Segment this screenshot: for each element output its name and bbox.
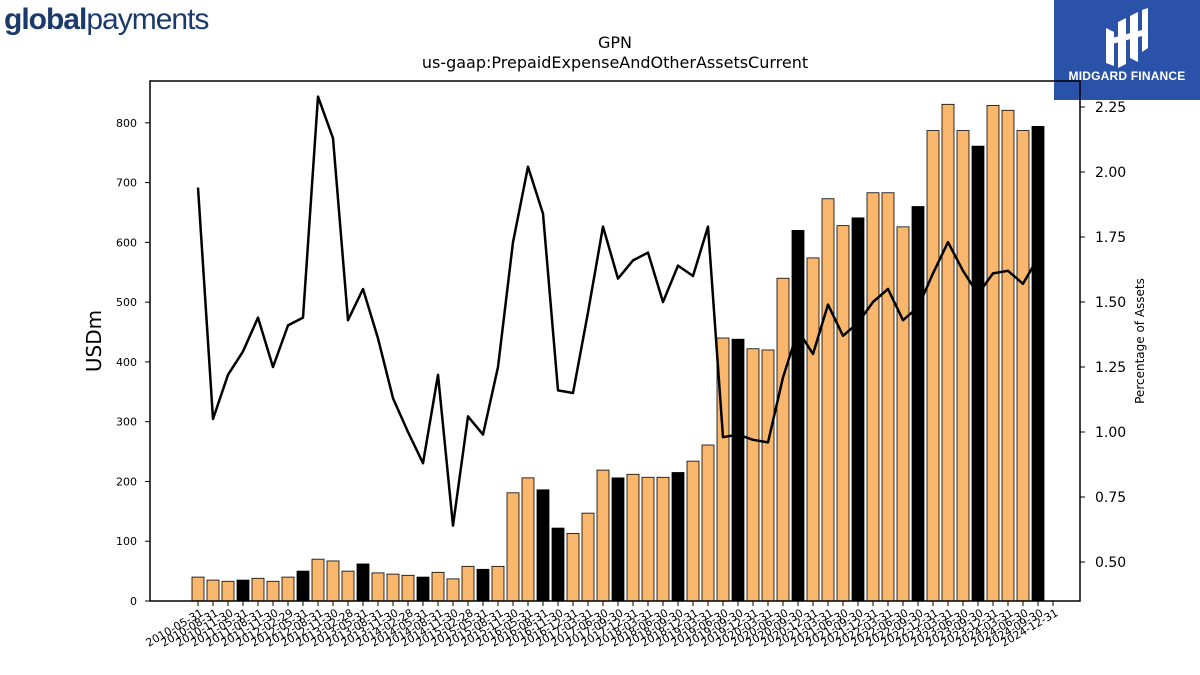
y-tick-label-200: 200 (116, 475, 137, 488)
pct-line-series (196, 95, 1040, 527)
y2-tick-label-1.50: 1.50 (1095, 295, 1126, 311)
bar-2023-12-31 (986, 105, 1000, 602)
bar-2014-08-31 (431, 571, 445, 602)
bar-2020-09-30 (791, 230, 805, 602)
bar-2018-09-30 (671, 472, 685, 602)
bar-2022-06-30 (896, 226, 910, 602)
bar-2015-08-31 (491, 565, 505, 602)
bar-2024-06-30 (1016, 130, 1030, 602)
bar-2011-11-30 (266, 580, 280, 602)
bar-2015-02-28 (461, 565, 475, 602)
bar-2013-05-31 (356, 563, 370, 602)
bar-2021-03-31 (821, 198, 835, 602)
y-tick-label-100: 100 (116, 535, 137, 548)
bar-2012-11-30 (326, 560, 340, 602)
y2-axis-label: Percentage of Assets (1133, 278, 1147, 404)
bar-2023-06-30 (956, 130, 970, 602)
bar-2024-09-30 (1031, 126, 1045, 602)
y2-tick-label-0.75: 0.75 (1095, 490, 1126, 506)
bar-2015-11-30 (506, 492, 520, 602)
bar-2021-12-31 (866, 192, 880, 602)
bar-2015-05-31 (476, 568, 490, 602)
bar-2011-08-31 (251, 577, 265, 602)
y-tick-label-300: 300 (116, 416, 137, 429)
y-tick-label-800: 800 (116, 117, 137, 130)
bar-2016-11-30 (551, 527, 565, 602)
bar-2012-02-29 (281, 576, 295, 602)
bar-2020-06-30 (776, 277, 790, 602)
y-tick-label-400: 400 (116, 356, 137, 369)
bar-2020-03-31 (761, 349, 775, 602)
y-tick-label-700: 700 (116, 177, 137, 190)
bar-2023-03-31 (941, 103, 955, 602)
bar-2016-12-31 (566, 533, 580, 602)
y-tick-label-500: 500 (116, 296, 137, 309)
bar-2017-03-31 (581, 512, 595, 602)
y-axis-left: 0 100 200 300 400 500 600 700 800 (116, 117, 150, 608)
y-tick-label-600: 600 (116, 236, 137, 249)
bar-2014-05-31 (416, 576, 430, 602)
midgard-logo-text: MIDGARD FINANCE (1068, 69, 1186, 83)
bar-2017-09-30 (611, 477, 625, 602)
y2-tick-label-2.00: 2.00 (1095, 165, 1126, 181)
y2-tick-label-0.50: 0.50 (1095, 555, 1126, 571)
bar-2022-12-31 (926, 130, 940, 602)
bar-2017-12-31 (626, 473, 640, 602)
bar-2021-09-30 (851, 217, 865, 602)
bar-2018-06-30 (656, 476, 670, 602)
bar-2019-03-31 (701, 444, 715, 602)
bar-2018-03-31 (641, 476, 655, 602)
y2-tick-label-2.25: 2.25 (1095, 100, 1126, 116)
bar-2010-11-30 (221, 580, 235, 602)
midgard-finance-logo: MIDGARD FINANCE (1054, 0, 1200, 100)
pct-of-assets-line (196, 95, 1040, 527)
bar-2024-03-31 (1001, 109, 1015, 602)
y-axis-right: 0.50 0.75 1.00 1.25 1.50 1.75 2.00 2.25 (1080, 100, 1126, 571)
bar-series (191, 103, 1045, 602)
bar-2019-09-30 (731, 338, 745, 602)
bar-2012-08-31 (311, 558, 325, 602)
bar-2020-12-31 (806, 257, 820, 602)
y-tick-label-0: 0 (130, 595, 137, 608)
bar-2018-12-31 (686, 460, 700, 602)
x-axis: 2010-05-312010-08-312010-11-302011-05-31… (144, 601, 1061, 650)
bar-2013-02-28 (341, 570, 355, 602)
bar-2011-05-31 (236, 579, 250, 602)
bar-2012-05-31 (296, 570, 310, 602)
bar-2014-02-28 (401, 574, 415, 602)
chart-title: GPN (598, 33, 632, 52)
bar-2016-08-31 (536, 489, 550, 602)
logo-bold-text: global (4, 3, 87, 36)
bar-2010-08-31 (206, 579, 220, 602)
bar-2017-06-30 (596, 469, 610, 602)
y2-tick-label-1.00: 1.00 (1095, 425, 1126, 441)
bar-2014-11-30 (446, 578, 460, 602)
bar-2022-03-31 (881, 192, 895, 602)
plot-frame (149, 80, 1081, 602)
bar-2019-12-31 (746, 348, 760, 602)
bar-2010-05-31 (191, 576, 205, 602)
bar-2013-08-31 (371, 572, 385, 602)
logo-regular-text: payments (86, 3, 209, 36)
y2-tick-label-1.25: 1.25 (1095, 360, 1126, 376)
y-axis-label: USDm (82, 310, 106, 372)
bar-2021-06-30 (836, 225, 850, 602)
bar-2013-11-30 (386, 573, 400, 602)
bar-2023-09-30 (971, 145, 985, 602)
chart-subtitle: us-gaap:PrepaidExpenseAndOtherAssetsCurr… (422, 53, 808, 72)
bar-2016-05-31 (521, 477, 535, 602)
global-payments-logo: globalpayments (4, 2, 209, 38)
y2-tick-label-1.75: 1.75 (1095, 230, 1126, 246)
midgard-mark-icon (1106, 8, 1148, 68)
bar-2022-09-30 (911, 206, 925, 602)
